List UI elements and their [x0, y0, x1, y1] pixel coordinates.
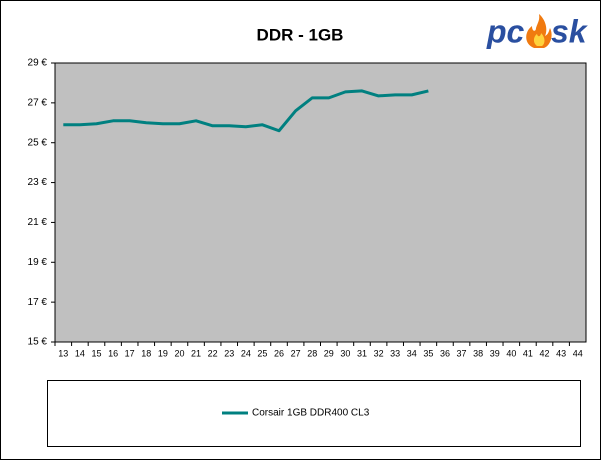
- x-tick-label: 22: [208, 348, 218, 358]
- x-tick-label: 39: [490, 348, 500, 358]
- y-tick-label: 27 €: [28, 97, 48, 108]
- series-line: [63, 89, 429, 133]
- logo: pc sk: [486, 13, 589, 49]
- y-tick-label: 29 €: [28, 58, 48, 69]
- x-tick-label: 38: [473, 348, 483, 358]
- x-tick-label: 41: [523, 348, 533, 358]
- plot-area: [54, 62, 587, 343]
- legend-box: [47, 380, 581, 447]
- x-tick-label: 13: [58, 348, 68, 358]
- chart-title: DDR - 1GB: [257, 25, 344, 44]
- x-tick-label: 18: [141, 348, 151, 358]
- x-tick-label: 21: [191, 348, 201, 358]
- x-tick-label: 44: [573, 348, 583, 358]
- y-tick-label: 23 €: [28, 177, 48, 188]
- y-tick-label: 19 €: [28, 257, 48, 268]
- y-tick-label: 15 €: [28, 337, 48, 348]
- logo-flame-core: [533, 33, 545, 46]
- x-tick-label: 28: [307, 348, 317, 358]
- x-tick-label: 25: [257, 348, 267, 358]
- x-tick-label: 27: [291, 348, 301, 358]
- logo-text: pc: [486, 13, 525, 49]
- x-tick-label: 16: [108, 348, 118, 358]
- x-tick-label: 20: [174, 348, 184, 358]
- x-tick-label: 37: [457, 348, 467, 358]
- x-tick-label: 29: [324, 348, 334, 358]
- x-tick-label: 30: [340, 348, 350, 358]
- x-tick-label: 36: [440, 348, 450, 358]
- x-tick-label: 24: [241, 348, 251, 358]
- y-tick-label: 17 €: [28, 297, 48, 308]
- x-tick-label: 34: [407, 348, 417, 358]
- x-tick-label: 42: [540, 348, 550, 358]
- logo-text: sk: [551, 13, 589, 49]
- x-tick-label: 31: [357, 348, 367, 358]
- x-tick-label: 33: [390, 348, 400, 358]
- logo-flame: [526, 14, 552, 48]
- x-tick-label: 19: [158, 348, 168, 358]
- x-tick-label: 14: [75, 348, 85, 358]
- legend-label: Corsair 1GB DDR400 CL3: [252, 408, 370, 419]
- y-tick-label: 25 €: [28, 137, 48, 148]
- x-tick-label: 17: [125, 348, 135, 358]
- x-tick-label: 23: [224, 348, 234, 358]
- y-tick-label: 21 €: [28, 217, 48, 228]
- x-tick-label: 26: [274, 348, 284, 358]
- x-tick-label: 15: [91, 348, 101, 358]
- x-tick-label: 40: [506, 348, 516, 358]
- x-tick-label: 32: [374, 348, 384, 358]
- x-tick-label: 43: [556, 348, 566, 358]
- x-tick-label: 35: [423, 348, 433, 358]
